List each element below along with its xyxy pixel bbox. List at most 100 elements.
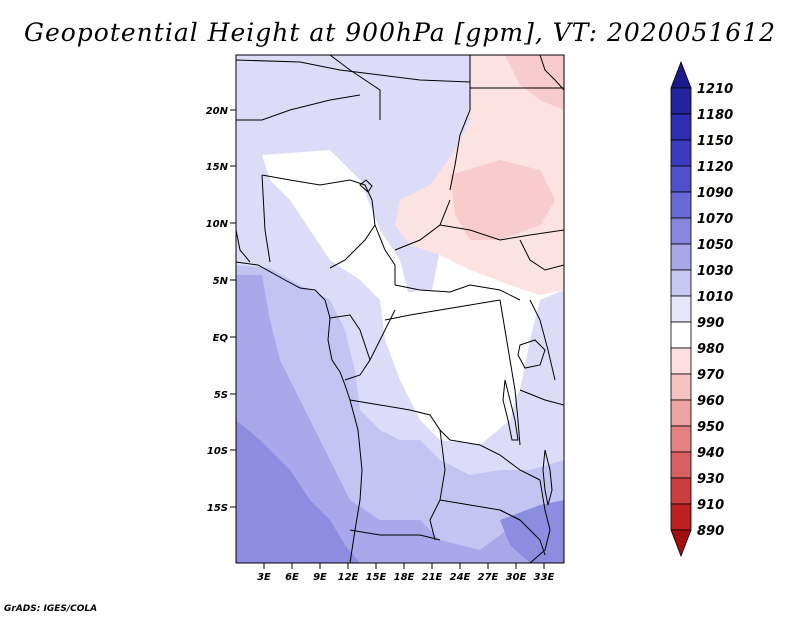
colorbar-segment: [670, 425, 692, 453]
lon-tick-label: 3E: [257, 572, 271, 583]
lat-tick-label: 5N: [213, 276, 229, 287]
lon-tick-label: 18E: [394, 572, 415, 583]
colorbar-label: 950: [697, 420, 724, 435]
lake-chad: [359, 179, 373, 193]
colorbar-label: 890: [697, 524, 724, 539]
border-namibia: [349, 529, 441, 541]
colorbar-label: 960: [697, 394, 724, 409]
colorbar-label: 990: [697, 316, 724, 331]
border-gabon: [329, 314, 371, 381]
border-ss-east: [519, 239, 564, 271]
field-dark-blue-south: [236, 420, 360, 563]
border-mali-niger: [236, 94, 361, 121]
border-car: [394, 284, 521, 301]
lon-tick-label: 12E: [338, 572, 359, 583]
coastline-west: [236, 261, 363, 563]
lon-tick-label: 6E: [285, 572, 299, 583]
colorbar-top-arrow: [670, 60, 692, 89]
colorbar-label: 980: [697, 342, 724, 357]
colorbar-label: 930: [697, 472, 724, 487]
lon-tick-label: 24E: [450, 572, 471, 583]
border-kenya-uganda: [529, 299, 556, 381]
border-car-north: [394, 199, 451, 251]
lake-tanganyika: [502, 379, 519, 441]
colorbar-segment: [670, 503, 692, 531]
colorbar-bottom-arrow: [670, 529, 692, 558]
colorbar-segment: [670, 139, 692, 167]
colorbar-segment: [670, 373, 692, 401]
lake-victoria: [517, 339, 546, 369]
footer-credit: GrADS: IGES/COLA: [4, 604, 98, 614]
lat-tick-label: 15S: [207, 503, 228, 514]
border-drc-east: [499, 299, 521, 446]
border-sahara-1: [236, 59, 471, 83]
colorbar-segment: [670, 243, 692, 271]
lon-tick-label: 30E: [506, 572, 527, 583]
border-chad-cameroon: [374, 224, 396, 285]
border-tanzania: [519, 389, 564, 406]
colorbar-segment: [670, 347, 692, 375]
border-nigeria-east: [329, 184, 376, 269]
colorbar-label: 1180: [697, 108, 733, 123]
latitude-axis: 20N 15N 10N 5N EQ 5S 10S 15S: [206, 106, 236, 514]
colorbar-label: 1120: [697, 160, 733, 175]
field-white-congo: [380, 290, 530, 440]
border-zambia: [449, 439, 541, 481]
colorbar-label: 1070: [697, 212, 733, 227]
longitude-axis: 3E 6E 9E 12E 15E 18E 21E 24E 27E 30E 33E: [257, 563, 555, 583]
border-angola-north: [349, 399, 451, 441]
colorbar-segment: [670, 269, 692, 297]
coastline-gulf: [236, 229, 251, 263]
colorbar-segment: [670, 451, 692, 479]
lat-tick-label: 20N: [206, 106, 229, 117]
border-congo: [369, 309, 396, 361]
colorbar-segment: [670, 399, 692, 427]
country-borders: [236, 55, 564, 563]
colorbar-segment: [670, 321, 692, 349]
colorbar-label: 1090: [697, 186, 733, 201]
colorbar-label: 1010: [697, 290, 733, 305]
lon-tick-label: 33E: [534, 572, 555, 583]
colorbar-segment: [670, 477, 692, 505]
colorbar-label: 910: [697, 498, 724, 513]
border-libya-chad: [449, 55, 471, 191]
colorbar-segment: [670, 113, 692, 141]
lon-tick-label: 21E: [422, 572, 443, 583]
lat-tick-label: 10S: [207, 446, 228, 457]
border-sahara-2: [329, 55, 381, 120]
lon-tick-label: 27E: [478, 572, 499, 583]
colorbar-label: 940: [697, 446, 724, 461]
colorbar-segment: [670, 295, 692, 323]
field-mid-blue-south: [236, 275, 564, 563]
chart-title: Geopotential Height at 900hPa [gpm], VT:…: [23, 18, 777, 47]
colorbar-label: 970: [697, 368, 724, 383]
red-sea-coast: [539, 55, 564, 91]
colorbar-segment: [670, 87, 692, 115]
colorbar-label: 1030: [697, 264, 733, 279]
colorbar-segment: [670, 165, 692, 193]
border-nigeria: [261, 174, 271, 263]
lat-tick-label: 10N: [206, 219, 229, 230]
colorbar: 1210 1180 1150 1120 1090 1070 1050 1030 …: [670, 60, 733, 558]
border-drc-north: [384, 299, 501, 321]
colorbar-label: 1050: [697, 238, 733, 253]
lon-tick-label: 9E: [313, 572, 327, 583]
colorbar-segment: [670, 217, 692, 245]
field-pink-sudan: [450, 160, 555, 240]
lon-tick-label: 15E: [366, 572, 387, 583]
colorbar-label: 1210: [697, 82, 733, 97]
colorbar-segment: [670, 191, 692, 219]
border-zimbabwe: [499, 509, 546, 556]
lat-tick-label: 5S: [214, 390, 228, 401]
border-niger-south: [261, 174, 366, 186]
lat-tick-label: 15N: [206, 162, 229, 173]
field-pink: [505, 55, 564, 110]
border-sudan-ss: [439, 224, 564, 241]
map-frame: [235, 54, 565, 564]
colorbar-label: 1150: [697, 134, 733, 149]
lat-tick-label: EQ: [213, 333, 229, 344]
field-white-west: [262, 150, 410, 330]
border-mozambique: [529, 479, 551, 563]
lake-malawi: [542, 449, 553, 506]
